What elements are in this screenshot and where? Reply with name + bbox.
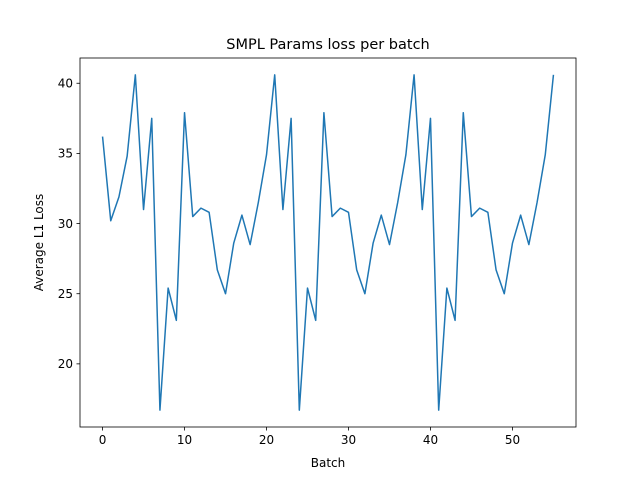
x-tick-label: 20 xyxy=(259,433,274,447)
x-tick-label: 40 xyxy=(423,433,438,447)
y-tick-label: 25 xyxy=(58,287,73,301)
x-tick-label: 50 xyxy=(505,433,520,447)
y-tick-label: 30 xyxy=(58,217,73,231)
x-axis-label: Batch xyxy=(311,456,346,470)
y-tick-label: 20 xyxy=(58,357,73,371)
x-axis: 0 10 20 30 40 50 xyxy=(99,427,520,447)
y-tick-label: 40 xyxy=(58,77,73,91)
series-line-1 xyxy=(101,74,555,411)
x-tick-label: 30 xyxy=(341,433,356,447)
chart-title: SMPL Params loss per batch xyxy=(226,37,430,53)
y-tick-label: 35 xyxy=(58,147,73,161)
y-axis: 20 25 30 35 40 xyxy=(58,77,80,371)
x-tick-label: 0 xyxy=(99,433,107,447)
x-tick-label: 10 xyxy=(177,433,192,447)
series-layer xyxy=(101,74,555,411)
plot-frame xyxy=(79,57,577,428)
y-axis-label: Average L1 Loss xyxy=(32,194,46,292)
